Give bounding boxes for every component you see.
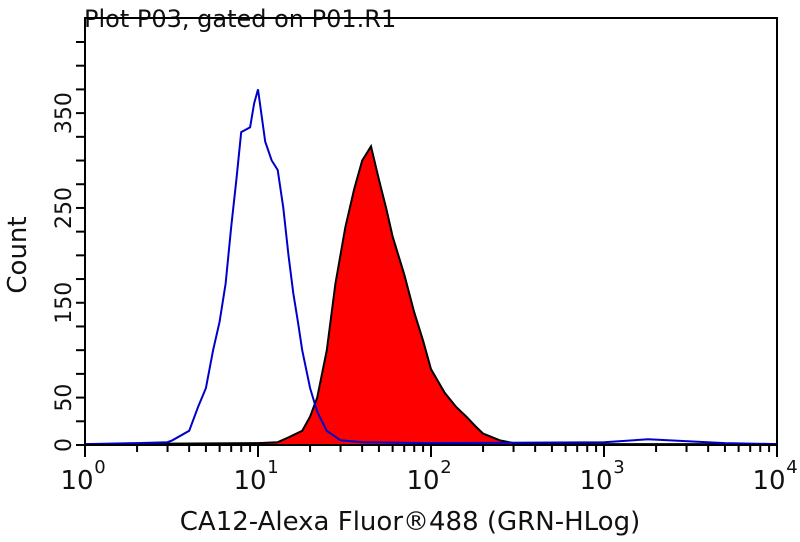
x-tick-label: 10 — [406, 466, 439, 496]
y-tick-label: 150 — [52, 282, 77, 324]
x-tick-exponent: 4 — [786, 457, 797, 478]
x-tick-exponent: 3 — [613, 457, 624, 478]
x-tick-label: 10 — [60, 466, 93, 496]
filled-histogram-area — [85, 146, 777, 446]
line-histogram — [84, 89, 778, 446]
y-tick-label: 350 — [52, 92, 77, 134]
x-tick-exponent: 1 — [267, 457, 278, 478]
x-tick-label: 10 — [752, 466, 785, 496]
x-tick-exponent: 0 — [94, 457, 105, 478]
y-tick-label: 250 — [52, 187, 77, 229]
filled-histogram-outline — [84, 143, 777, 446]
x-axis-label: CA12-Alexa Fluor®488 (GRN-HLog) — [180, 507, 640, 537]
y-axis-label: Count — [3, 216, 33, 293]
x-tick-label: 10 — [233, 466, 266, 496]
x-tick-exponent: 2 — [440, 457, 451, 478]
y-tick-label: 50 — [52, 384, 77, 412]
x-tick-label: 10 — [579, 466, 612, 496]
y-tick-label: 0 — [52, 438, 77, 452]
